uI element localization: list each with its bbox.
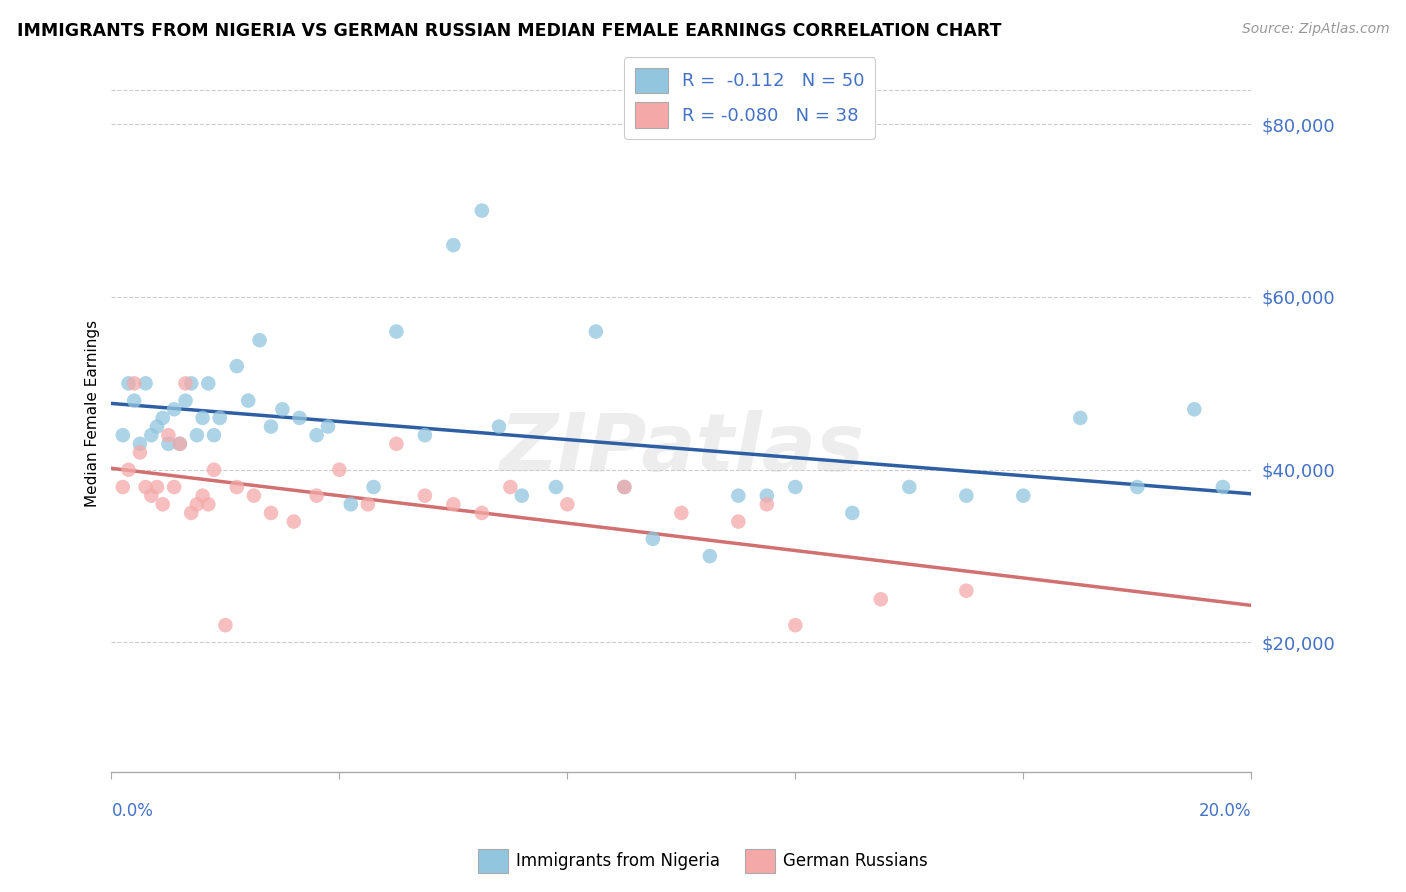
Point	[510, 489, 533, 503]
Point	[363, 480, 385, 494]
Point	[122, 393, 145, 408]
Point	[186, 497, 208, 511]
Point	[157, 428, 180, 442]
Point	[785, 618, 807, 632]
Point	[180, 376, 202, 391]
Point	[163, 480, 186, 494]
Point	[283, 515, 305, 529]
Point	[129, 437, 152, 451]
Point	[186, 428, 208, 442]
Point	[208, 411, 231, 425]
Point	[413, 428, 436, 442]
Point	[316, 419, 339, 434]
Point	[169, 437, 191, 451]
Point	[385, 437, 408, 451]
Point	[146, 480, 169, 494]
Point	[1069, 411, 1091, 425]
Point	[357, 497, 380, 511]
Point	[122, 376, 145, 391]
Point	[755, 489, 778, 503]
Point	[146, 419, 169, 434]
Point	[869, 592, 891, 607]
Point	[544, 480, 567, 494]
Point	[841, 506, 863, 520]
Point	[471, 506, 494, 520]
Point	[413, 489, 436, 503]
Point	[152, 497, 174, 511]
Point	[488, 419, 510, 434]
Text: ZIPatlas: ZIPatlas	[499, 410, 863, 489]
Text: 20.0%: 20.0%	[1199, 802, 1251, 821]
Point	[191, 411, 214, 425]
Point	[249, 333, 271, 347]
Point	[785, 480, 807, 494]
Point	[755, 497, 778, 511]
Point	[117, 376, 139, 391]
Point	[197, 497, 219, 511]
Point	[1182, 402, 1205, 417]
Point	[441, 497, 464, 511]
Point	[214, 618, 236, 632]
Point	[111, 480, 134, 494]
Point	[613, 480, 636, 494]
Point	[1126, 480, 1149, 494]
Point	[328, 463, 350, 477]
Point	[111, 428, 134, 442]
Point	[129, 445, 152, 459]
Point	[471, 203, 494, 218]
Point	[727, 515, 749, 529]
Point	[955, 583, 977, 598]
Point	[191, 489, 214, 503]
Point	[671, 506, 693, 520]
Point	[163, 402, 186, 417]
Point	[1212, 480, 1234, 494]
Point	[202, 428, 225, 442]
Point	[305, 428, 328, 442]
Point	[135, 480, 157, 494]
Point	[197, 376, 219, 391]
Point	[260, 419, 283, 434]
Point	[1012, 489, 1035, 503]
Point	[174, 376, 197, 391]
Point	[385, 325, 408, 339]
Point	[141, 489, 163, 503]
Point	[180, 506, 202, 520]
Point	[169, 437, 191, 451]
Point	[339, 497, 361, 511]
Y-axis label: Median Female Earnings: Median Female Earnings	[86, 320, 100, 508]
Point	[260, 506, 283, 520]
Text: Source: ZipAtlas.com: Source: ZipAtlas.com	[1241, 22, 1389, 37]
Point	[305, 489, 328, 503]
Point	[499, 480, 522, 494]
Point	[117, 463, 139, 477]
Point	[135, 376, 157, 391]
Text: 0.0%: 0.0%	[111, 802, 153, 821]
Point	[557, 497, 579, 511]
Point	[641, 532, 664, 546]
Legend: R =  -0.112   N = 50, R = -0.080   N = 38: R = -0.112 N = 50, R = -0.080 N = 38	[624, 57, 876, 139]
Point	[238, 393, 260, 408]
Text: IMMIGRANTS FROM NIGERIA VS GERMAN RUSSIAN MEDIAN FEMALE EARNINGS CORRELATION CHA: IMMIGRANTS FROM NIGERIA VS GERMAN RUSSIA…	[17, 22, 1001, 40]
Point	[141, 428, 163, 442]
Point	[288, 411, 311, 425]
Point	[585, 325, 607, 339]
Legend: Immigrants from Nigeria, German Russians: Immigrants from Nigeria, German Russians	[471, 842, 935, 880]
Point	[225, 359, 247, 373]
Point	[202, 463, 225, 477]
Point	[152, 411, 174, 425]
Point	[157, 437, 180, 451]
Point	[727, 489, 749, 503]
Point	[225, 480, 247, 494]
Point	[174, 393, 197, 408]
Point	[271, 402, 294, 417]
Point	[243, 489, 266, 503]
Point	[441, 238, 464, 252]
Point	[699, 549, 721, 563]
Point	[898, 480, 921, 494]
Point	[955, 489, 977, 503]
Point	[613, 480, 636, 494]
